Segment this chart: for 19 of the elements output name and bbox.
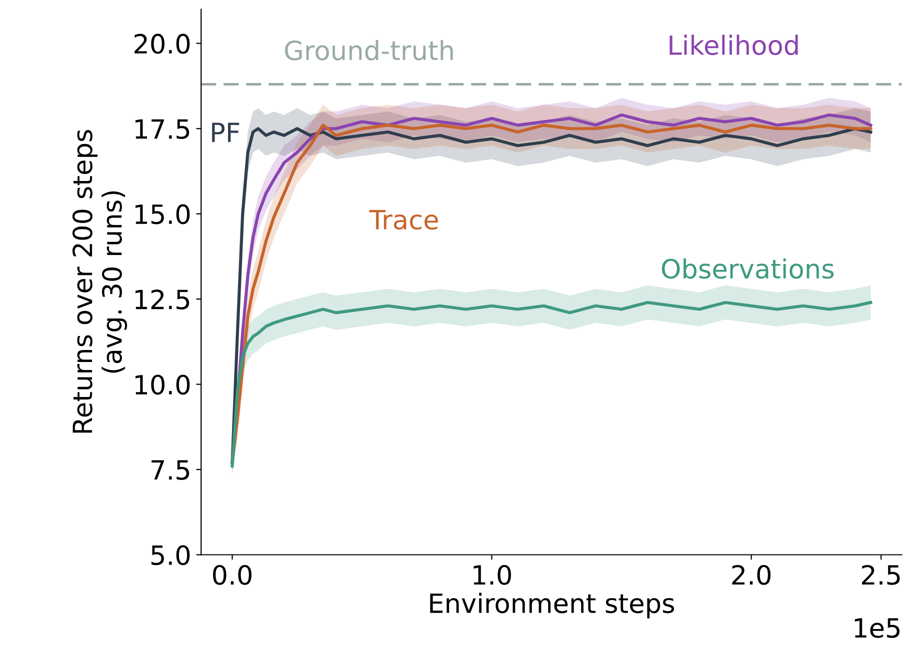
y-tick-label: 7.5 <box>152 460 190 480</box>
y-tick-label: 17.5 <box>136 119 190 139</box>
x-tick-label: 2.0 <box>732 564 771 585</box>
text: 1e5 <box>854 618 900 638</box>
y-axis-title: Returns over 200 steps (avg. 30 runs) <box>72 130 128 433</box>
x-tick-label: 1.0 <box>474 564 512 585</box>
y-tick-label: 10.0 <box>136 374 190 395</box>
series-label: PF <box>212 122 240 142</box>
series-label: Observations <box>662 258 834 279</box>
y-tick-label: 15.0 <box>136 204 190 224</box>
text: Likelihood <box>670 34 798 56</box>
ref-line-label: Ground-truth <box>284 40 453 60</box>
text: Trace <box>369 210 438 230</box>
x-axis-title: Environment steps <box>430 592 674 618</box>
x-tick-label: 2.5 <box>862 564 900 585</box>
y-tick-label: 20.0 <box>134 34 190 54</box>
x-tick-label: 0.0 <box>213 564 252 585</box>
y-tick-label: 5.0 <box>151 545 190 566</box>
y-tick-label: 12.5 <box>136 290 190 310</box>
